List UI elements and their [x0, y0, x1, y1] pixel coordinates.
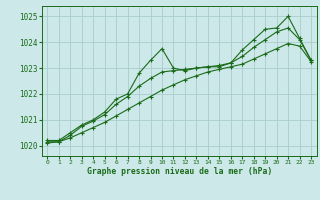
X-axis label: Graphe pression niveau de la mer (hPa): Graphe pression niveau de la mer (hPa) [87, 167, 272, 176]
